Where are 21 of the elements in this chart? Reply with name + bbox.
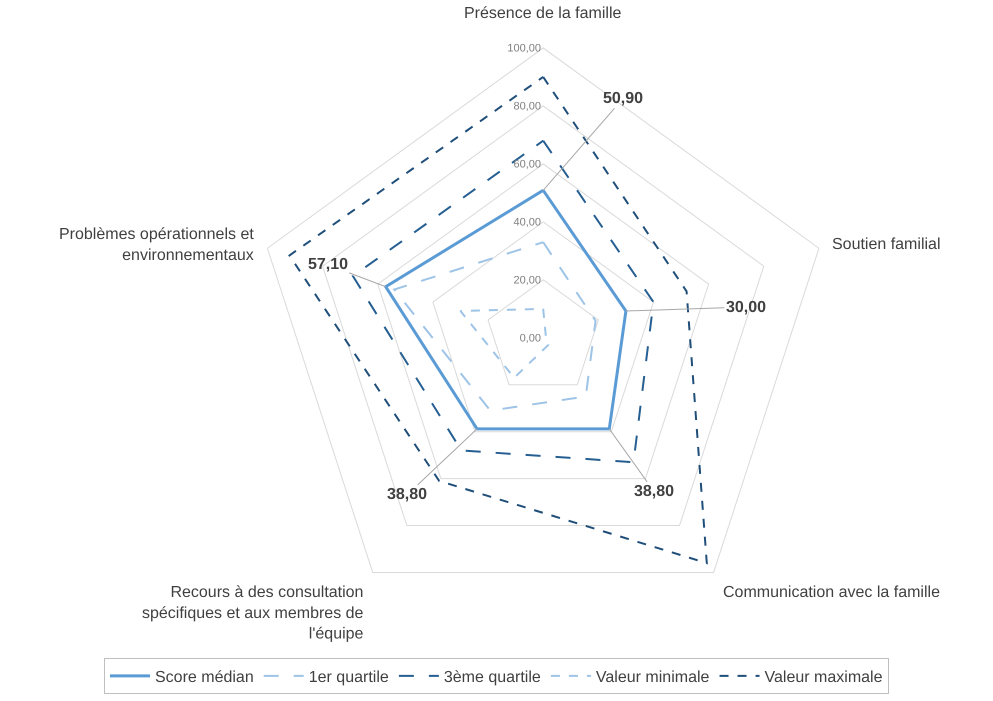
y-tick-label: 100,00 xyxy=(507,42,542,54)
legend-label: Valeur maximale xyxy=(764,669,883,686)
data-label: 38,80 xyxy=(387,486,428,503)
legend-label: Valeur minimale xyxy=(596,669,710,686)
data-label: 38,80 xyxy=(634,483,674,500)
y-tick-label: 20,00 xyxy=(513,274,542,286)
spoke-label: Recours à des consultation spécifiques et aux membres de l'équipe xyxy=(142,584,364,643)
data-label: 57,10 xyxy=(308,256,348,273)
y-tick-label: 40,00 xyxy=(513,216,542,228)
spoke-label: Communication avec la famille xyxy=(723,584,940,601)
y-tick-label: 80,00 xyxy=(513,100,542,112)
spoke-label: Présence de la famille xyxy=(464,5,622,22)
data-label: 30,00 xyxy=(726,299,766,316)
data-label: 50,90 xyxy=(603,90,644,107)
spoke-label: Soutien familial xyxy=(832,236,940,253)
y-tick-label: 0,00 xyxy=(520,332,542,344)
y-tick-label: 60,00 xyxy=(513,158,542,170)
spoke-label: Problèmes opérationnels et environnementaux xyxy=(59,226,254,264)
legend-label: 3ème quartile xyxy=(444,669,541,686)
legend-label: Score médian xyxy=(155,669,254,686)
legend-label: 1er quartile xyxy=(308,669,389,686)
